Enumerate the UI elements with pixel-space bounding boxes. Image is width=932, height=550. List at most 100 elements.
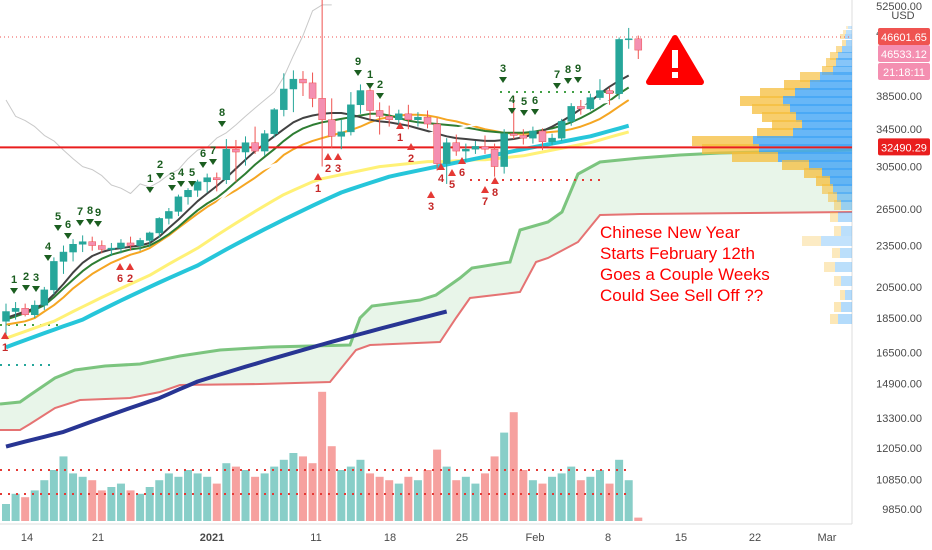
volume-profile-bar xyxy=(796,112,852,122)
td-down-arrow xyxy=(209,159,217,165)
volume-profile-bar xyxy=(846,30,852,34)
y-tick-label: 30500.00 xyxy=(876,162,922,174)
volume-profile-bar xyxy=(784,80,810,90)
volume-bar xyxy=(346,466,355,521)
volume-bar xyxy=(394,483,403,521)
volume-bar xyxy=(500,432,509,521)
td-up-arrow xyxy=(126,263,134,270)
volume-bar xyxy=(59,456,68,521)
candle-body xyxy=(452,142,461,152)
volume-profile xyxy=(692,26,852,324)
td-up-count: 6 xyxy=(532,95,538,107)
volume-bar xyxy=(366,473,375,521)
candle-body xyxy=(327,119,336,137)
x-tick-label: 18 xyxy=(384,532,396,544)
ma-line xyxy=(5,99,630,326)
td-up-count: 8 xyxy=(219,107,225,119)
candle-body xyxy=(586,97,595,110)
candle-body xyxy=(308,82,317,99)
td-down-arrow xyxy=(218,121,226,127)
td-down-arrow xyxy=(54,225,62,231)
volume-bar xyxy=(69,473,78,521)
candle-body xyxy=(462,148,470,152)
volume-bar xyxy=(241,470,250,521)
volume-bar xyxy=(385,480,394,521)
volume-profile-bar xyxy=(783,96,852,106)
td-down-count: 6 xyxy=(459,167,465,179)
ma-line xyxy=(5,309,448,449)
volume-bar xyxy=(21,497,30,521)
x-tick-label: Feb xyxy=(526,532,545,544)
candle-body xyxy=(538,130,547,143)
volume-bar xyxy=(78,476,87,521)
volume-bar xyxy=(586,476,595,521)
price-badge-text: 32490.29 xyxy=(881,142,927,154)
td-down-arrow xyxy=(199,162,207,168)
volume-profile-bar xyxy=(759,144,852,154)
td-down-arrow xyxy=(94,221,102,227)
td-down-count: 1 xyxy=(315,183,321,195)
td-up-arrow xyxy=(396,122,404,129)
volume-bar xyxy=(164,473,173,521)
volume-bar xyxy=(509,412,518,521)
ichimoku-span-a xyxy=(0,148,852,406)
td-up-count: 1 xyxy=(11,274,17,286)
volume-bar xyxy=(145,487,154,521)
candle-body xyxy=(2,311,10,322)
candle-body xyxy=(509,133,518,136)
td-up-count: 9 xyxy=(575,63,581,75)
volume-profile-bar xyxy=(782,160,809,170)
candle-body xyxy=(519,135,528,139)
volume-bar xyxy=(548,476,557,521)
ma-line xyxy=(5,123,630,350)
td-up-count: 5 xyxy=(55,211,61,223)
volume-profile-bar xyxy=(843,30,846,34)
td-up-count: 6 xyxy=(65,219,71,231)
td-up-count: 1 xyxy=(367,69,373,81)
ichimoku-cloud xyxy=(0,150,852,430)
x-axis[interactable]: 14 21 2021 11 18 25 Feb 8 15 22 Mar xyxy=(21,532,837,544)
candle-body xyxy=(126,242,135,246)
volume-profile-bar xyxy=(822,66,833,75)
volume-bar xyxy=(413,480,422,521)
volume-bar xyxy=(270,466,279,521)
volume-profile-bar xyxy=(816,176,830,186)
candle-body xyxy=(433,123,441,164)
td-up-count: 9 xyxy=(355,56,361,68)
y-axis[interactable]: 52500.0047500.0038500.0034500.0030500.00… xyxy=(876,1,922,516)
volume-profile-bar xyxy=(836,46,842,53)
td-down-arrow xyxy=(44,255,52,261)
x-tick-label: 25 xyxy=(456,532,468,544)
volume-profile-bar xyxy=(826,58,836,67)
td-up-arrow xyxy=(437,163,445,170)
candle-body xyxy=(78,241,87,245)
volume-bar xyxy=(289,453,298,521)
candle-body xyxy=(289,78,298,90)
volume-bar xyxy=(615,459,624,521)
td-up-count: 8 xyxy=(565,64,571,76)
candle-body xyxy=(624,38,633,41)
td-up-count: 2 xyxy=(157,159,163,171)
td-down-arrow xyxy=(86,219,94,225)
warning-triangle-icon xyxy=(646,35,704,85)
volume-bar xyxy=(2,504,10,521)
candle-body xyxy=(481,146,489,150)
td-down-arrow xyxy=(520,110,528,116)
candle-body xyxy=(193,181,202,191)
volume-bar xyxy=(337,470,346,521)
volume-bar xyxy=(442,466,451,521)
volume-profile-bar xyxy=(840,248,852,258)
td-down-arrow xyxy=(354,70,362,76)
candle-body xyxy=(567,106,575,122)
volume-profile-bar xyxy=(740,96,783,106)
volume-bar xyxy=(318,391,327,521)
volume-bar xyxy=(126,490,135,521)
y-tick-label: 23500.00 xyxy=(876,241,922,253)
volume-profile-bar xyxy=(846,40,852,46)
candle-body xyxy=(557,121,566,139)
y-tick-label: 14900.00 xyxy=(876,379,922,391)
candle-body xyxy=(98,245,106,250)
volume-bar xyxy=(116,483,125,521)
